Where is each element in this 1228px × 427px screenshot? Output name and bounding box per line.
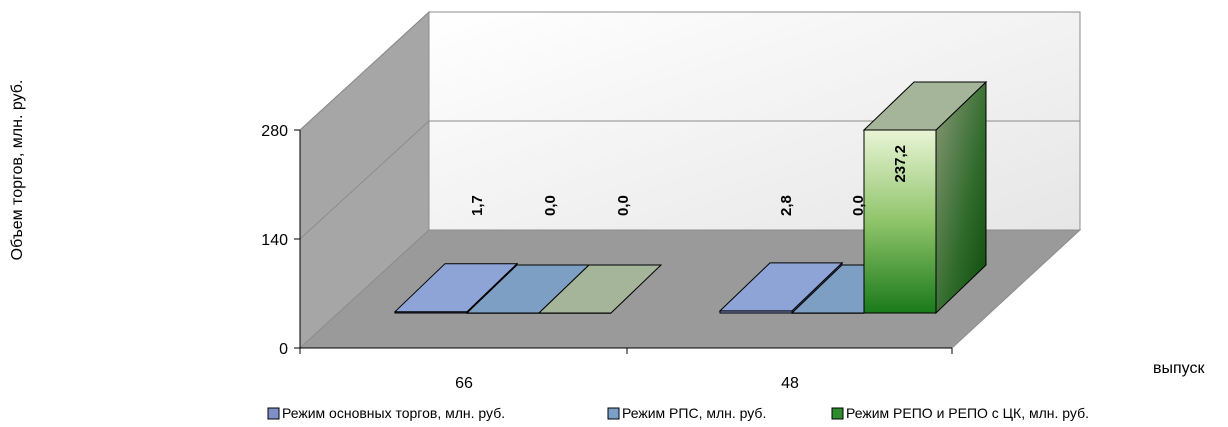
data-label: 0,0 [850,195,867,216]
data-label: 1,7 [469,195,486,216]
bar-top [393,263,519,313]
data-label: 0,0 [542,195,559,216]
data-labels: 1,7 2,8 0,0 0,0 0,0 237,2 [469,145,909,216]
legend-swatch [831,407,844,420]
gridline-side [299,11,430,131]
gridline-side [299,120,430,240]
y-tick-label: 280 [261,123,288,140]
legend-item: Режим РЕПО и РЕПО с ЦК, млн. руб. [831,405,1089,421]
x-tick-label: 66 [455,375,473,392]
legend-item: Режим РПС, млн. руб. [607,405,766,421]
data-label: 0,0 [615,195,632,216]
bar [862,80,988,315]
data-label: 237,2 [892,145,909,183]
bar-top [862,81,988,131]
legend-label: Режим РЕПО и РЕПО с ЦК, млн. руб. [846,405,1089,421]
axes: 0 140 280 66 48 [261,123,953,392]
x-axis-title: выпуск [1153,360,1205,377]
bar-top [537,264,663,314]
bar [537,264,663,314]
bar-top [718,262,844,312]
legend-label: Режим РПС, млн. руб. [622,405,766,421]
bars [393,80,988,315]
y-tick-label: 140 [261,232,288,249]
legend-swatch [267,407,280,420]
legend: Режим основных торгов, млн. руб. Режим РП… [267,405,1089,421]
data-label: 2,8 [778,195,795,216]
x-tick-label: 48 [781,375,799,392]
y-tick-label: 0 [279,341,288,358]
y-axis-title: Объем торгов, млн. руб. [9,80,26,261]
legend-label: Режим основных торгов, млн. руб. [282,405,505,421]
legend-item: Режим основных торгов, млн. руб. [267,405,505,421]
legend-swatch [607,407,620,420]
